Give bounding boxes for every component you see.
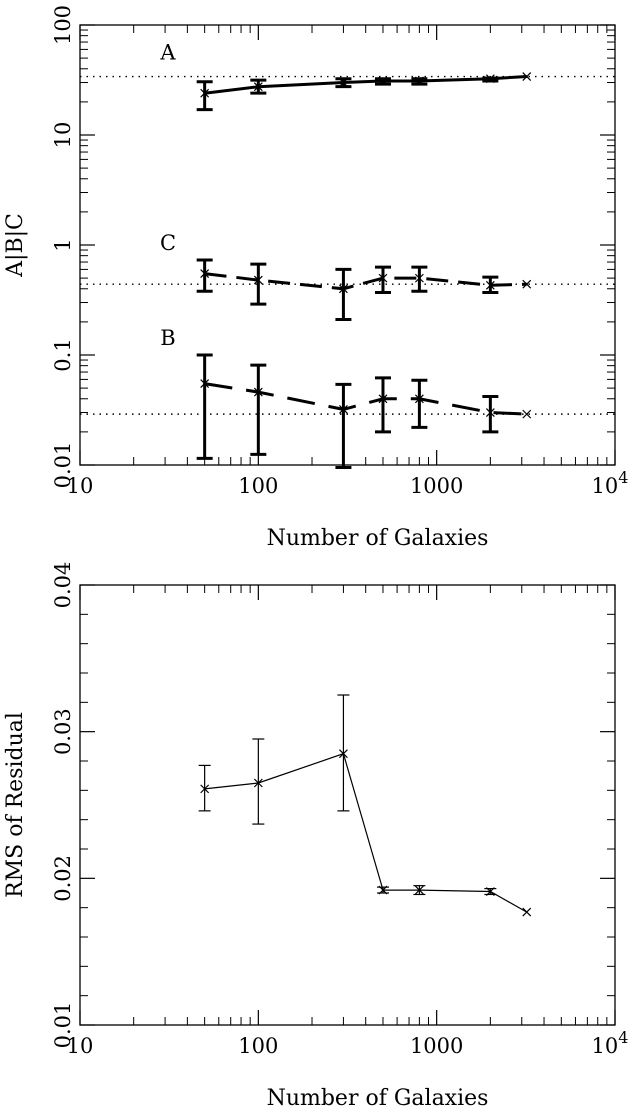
data-point xyxy=(200,379,210,388)
x-tick-label: 100 xyxy=(238,1034,278,1058)
data-point xyxy=(522,409,532,419)
y-tick-label: 0.01 xyxy=(51,1002,75,1049)
data-point xyxy=(200,269,210,278)
y-axis-label: RMS of Residual xyxy=(3,712,28,898)
top-panel: 10 100 1000 104 0.01 0.1 1 10 100 Number of Galax… xyxy=(3,5,628,551)
data-point xyxy=(485,408,495,417)
data-point xyxy=(253,387,263,397)
x-tick-label: 1000 xyxy=(410,1034,463,1058)
x-axis-label: Number of Galaxies xyxy=(267,526,489,551)
data-point xyxy=(485,74,495,84)
data-point xyxy=(378,273,388,283)
data-point xyxy=(522,279,532,289)
y-tick-label: 0.04 xyxy=(51,562,75,609)
data-point xyxy=(253,82,263,92)
x-tick-label: 100 xyxy=(238,474,278,498)
series-line xyxy=(204,752,528,913)
y-tick-label: 0.01 xyxy=(51,442,75,489)
data-point xyxy=(485,280,495,290)
y-tick-label: 0.03 xyxy=(51,708,75,755)
data-point xyxy=(522,907,532,917)
data-point xyxy=(485,887,495,896)
x-axis-label: Number of Galaxies xyxy=(267,1086,489,1111)
x-tick-superscript: 4 xyxy=(618,468,628,487)
data-point xyxy=(378,76,388,86)
series-label-A: A xyxy=(159,41,176,65)
y-tick-label: 0.1 xyxy=(51,338,75,371)
data-point xyxy=(522,72,532,81)
series-label-B: B xyxy=(160,326,175,350)
data-point xyxy=(338,749,348,759)
plot-frame xyxy=(79,584,616,1026)
y-tick-label: 100 xyxy=(51,5,75,45)
data-point xyxy=(200,784,210,794)
y-tick-label: 1 xyxy=(51,238,75,251)
x-tick-label: 104 xyxy=(592,468,629,498)
bottom-panel: 10 100 1000 104 0.01 0.02 0.03 0.04 Number of Ga… xyxy=(3,562,628,1111)
x-tick-superscript: 4 xyxy=(618,1028,628,1047)
x-tick-label: 104 xyxy=(592,1028,629,1058)
data-point xyxy=(414,76,424,86)
x-tick-label: 10 xyxy=(67,1034,94,1058)
data-point xyxy=(414,885,424,895)
data-point xyxy=(338,405,348,414)
data-point xyxy=(414,273,424,283)
series-label-C: C xyxy=(160,231,176,255)
y-axis-label: A|B|C xyxy=(3,213,28,278)
data-point xyxy=(378,394,388,404)
data-point xyxy=(378,885,388,895)
series-line xyxy=(204,382,527,416)
data-point xyxy=(414,394,424,404)
x-tick-label: 10 xyxy=(67,474,94,498)
x-tick-label: 1000 xyxy=(410,474,463,498)
data-point xyxy=(253,275,263,285)
data-point xyxy=(338,284,348,294)
y-tick-label: 0.02 xyxy=(51,855,75,902)
y-tick-label: 10 xyxy=(51,122,75,149)
data-point xyxy=(338,78,348,87)
data-point xyxy=(200,88,210,98)
series-line xyxy=(204,272,527,291)
data-point xyxy=(253,778,263,788)
